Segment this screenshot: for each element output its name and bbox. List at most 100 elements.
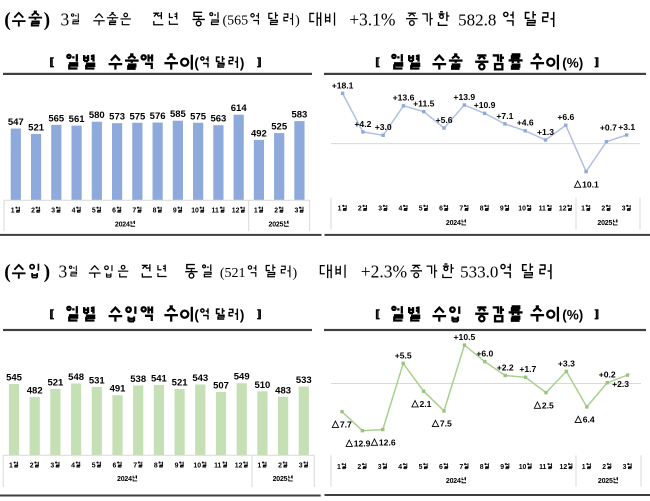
svg-text:3: 3 xyxy=(378,464,382,471)
svg-text:2024: 2024 xyxy=(446,220,461,227)
svg-text:1: 1 xyxy=(582,464,586,471)
svg-text:11: 11 xyxy=(539,206,546,213)
svg-text:6: 6 xyxy=(439,206,443,213)
svg-text:12: 12 xyxy=(560,464,568,471)
svg-text:(: ( xyxy=(194,307,199,322)
svg-text:561: 561 xyxy=(69,114,86,125)
svg-text:2024: 2024 xyxy=(446,478,461,485)
svg-text:576: 576 xyxy=(150,111,166,122)
svg-text:2: 2 xyxy=(601,206,605,213)
svg-text:(: ( xyxy=(4,262,11,283)
svg-text:+5.6: +5.6 xyxy=(436,115,453,125)
svg-text:): ) xyxy=(44,10,51,31)
svg-text:4: 4 xyxy=(72,207,76,214)
svg-text:533: 533 xyxy=(296,375,312,386)
svg-text:+5.5: +5.5 xyxy=(395,350,412,360)
svg-text:521: 521 xyxy=(47,378,64,389)
svg-text:3: 3 xyxy=(623,464,627,471)
svg-text:614: 614 xyxy=(231,103,248,114)
svg-text:582.8: 582.8 xyxy=(458,10,496,29)
svg-text:538: 538 xyxy=(130,374,146,385)
svg-text:+7.1: +7.1 xyxy=(496,111,513,121)
svg-text:7: 7 xyxy=(132,207,136,214)
svg-text:2: 2 xyxy=(274,207,278,214)
svg-text:7: 7 xyxy=(459,206,463,213)
svg-text:+13.9: +13.9 xyxy=(453,92,475,102)
svg-text:9: 9 xyxy=(175,462,179,469)
svg-text:483: 483 xyxy=(275,385,291,396)
svg-text:2024: 2024 xyxy=(115,221,130,228)
svg-text:521: 521 xyxy=(172,378,189,389)
svg-text:12.9: 12.9 xyxy=(354,438,371,448)
svg-text:9: 9 xyxy=(500,464,504,471)
svg-text:): ) xyxy=(295,14,300,29)
svg-text:+18.1: +18.1 xyxy=(332,80,354,90)
svg-text:3: 3 xyxy=(622,206,626,213)
svg-text:3: 3 xyxy=(59,262,68,282)
svg-text:2.5: 2.5 xyxy=(542,400,554,410)
svg-text:563: 563 xyxy=(210,114,226,125)
svg-text:5: 5 xyxy=(92,207,96,214)
svg-text:545: 545 xyxy=(6,373,23,384)
svg-text:543: 543 xyxy=(192,373,208,384)
svg-text:10: 10 xyxy=(518,206,526,213)
svg-text:(565: (565 xyxy=(223,14,249,29)
svg-text:+10.9: +10.9 xyxy=(474,100,496,110)
svg-text:575: 575 xyxy=(190,111,207,122)
svg-text:5: 5 xyxy=(92,462,96,469)
svg-text:3: 3 xyxy=(51,207,55,214)
svg-text:1: 1 xyxy=(257,462,261,469)
svg-text:2: 2 xyxy=(357,464,361,471)
svg-text:10: 10 xyxy=(191,207,199,214)
svg-text:492: 492 xyxy=(251,128,267,139)
svg-text:): ) xyxy=(44,262,51,283)
svg-text:573: 573 xyxy=(109,112,125,123)
svg-text:(%): (%) xyxy=(562,55,583,70)
svg-text:(521: (521 xyxy=(220,266,246,281)
svg-text:12: 12 xyxy=(232,207,240,214)
svg-text:541: 541 xyxy=(151,373,168,384)
svg-text:548: 548 xyxy=(68,372,84,383)
svg-text:+2.3%: +2.3% xyxy=(361,262,407,282)
svg-text:507: 507 xyxy=(213,380,229,391)
svg-text:525: 525 xyxy=(271,122,288,133)
svg-text:+11.5: +11.5 xyxy=(413,99,434,109)
svg-text:+3.1%: +3.1% xyxy=(349,9,395,29)
svg-text:5: 5 xyxy=(419,464,423,471)
svg-text:2024: 2024 xyxy=(117,476,132,483)
svg-text:+6.0: +6.0 xyxy=(476,349,493,359)
svg-text:7: 7 xyxy=(133,462,137,469)
svg-text:): ) xyxy=(240,55,245,70)
svg-text:(: ( xyxy=(194,55,199,70)
svg-text:+3.1: +3.1 xyxy=(618,122,635,132)
svg-text:2025: 2025 xyxy=(597,220,612,227)
svg-text:4: 4 xyxy=(398,464,402,471)
svg-text:2025: 2025 xyxy=(598,478,613,485)
svg-text:11: 11 xyxy=(212,207,219,214)
svg-text:1: 1 xyxy=(337,464,341,471)
svg-text:11: 11 xyxy=(539,464,546,471)
svg-text:12: 12 xyxy=(235,462,243,469)
svg-text:12.6: 12.6 xyxy=(379,437,396,447)
svg-text:585: 585 xyxy=(170,109,187,120)
svg-text:580: 580 xyxy=(89,110,105,121)
svg-text:7.5: 7.5 xyxy=(440,419,452,429)
svg-text:+1.7: +1.7 xyxy=(519,364,536,374)
svg-text:491: 491 xyxy=(110,384,127,395)
svg-text:533.0: 533.0 xyxy=(460,263,498,282)
svg-text:8: 8 xyxy=(480,206,484,213)
svg-text:+10.5: +10.5 xyxy=(454,332,476,342)
svg-text:2: 2 xyxy=(30,462,34,469)
svg-text:565: 565 xyxy=(48,113,65,124)
svg-text:2025: 2025 xyxy=(269,221,284,228)
svg-text:2: 2 xyxy=(602,464,606,471)
svg-text:+4.6: +4.6 xyxy=(517,118,534,128)
svg-text:+0.2: +0.2 xyxy=(599,370,616,380)
svg-text:482: 482 xyxy=(27,386,43,397)
svg-text:+2.2: +2.2 xyxy=(497,362,514,372)
svg-text:5: 5 xyxy=(419,206,423,213)
svg-text:4: 4 xyxy=(71,462,75,469)
svg-text:+6.6: +6.6 xyxy=(557,112,574,122)
svg-text:7.7: 7.7 xyxy=(340,419,352,429)
svg-text:549: 549 xyxy=(234,372,250,383)
